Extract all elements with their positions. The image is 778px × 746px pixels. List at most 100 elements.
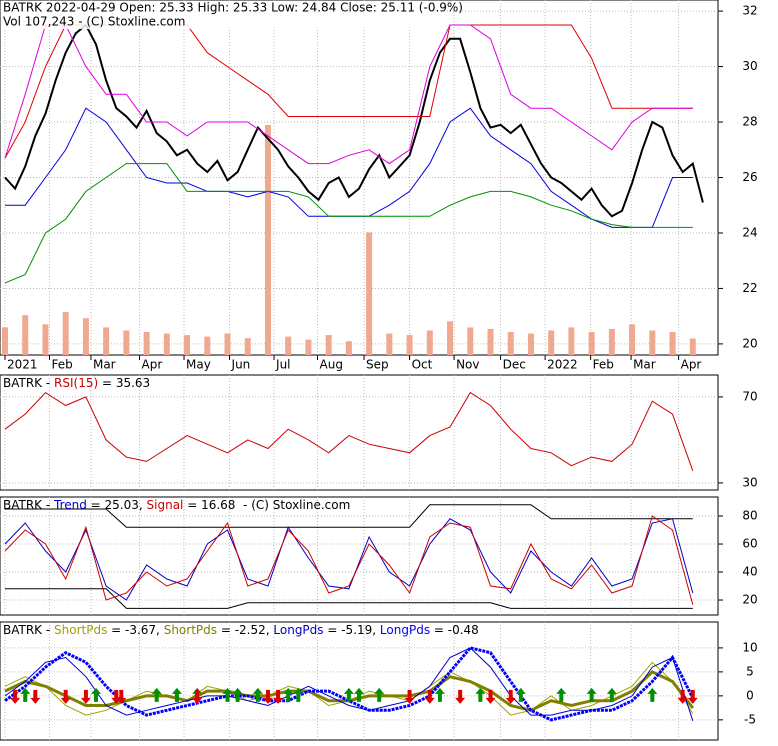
y-tick-label: 5 (746, 664, 754, 678)
y-tick-label: 70 (742, 389, 757, 403)
chart-subtitle: Vol 107,243 - (C) Stoxline.com (3, 15, 185, 29)
buy-arrow (91, 687, 102, 702)
series-line (4, 24, 693, 159)
sell-arrow (80, 689, 91, 704)
title-part: ShortPds (164, 623, 217, 637)
x-tick-label: Sep (366, 358, 389, 372)
sell-arrow (10, 689, 21, 704)
y-tick-label: 80 (742, 509, 757, 523)
x-tick-label: Feb (593, 358, 614, 372)
series-line (5, 588, 693, 609)
volume-bar (264, 125, 271, 355)
buy-arrow (434, 687, 445, 702)
y-tick-label: 20 (742, 593, 757, 607)
volume-bar (649, 330, 656, 355)
volume-bar (224, 333, 231, 355)
buy-arrow (151, 687, 162, 702)
buy-arrow (647, 687, 658, 702)
volume-bar (527, 333, 534, 355)
series-line (4, 391, 694, 471)
volume-bar (467, 327, 474, 355)
x-tick-label: Jun (231, 358, 251, 372)
title-part: LongPds (380, 623, 430, 637)
volume-bar (406, 335, 413, 355)
series-line (4, 515, 694, 605)
series-line (4, 647, 694, 721)
title-part: Trend (53, 498, 87, 512)
y-tick-label: 30 (742, 475, 757, 489)
sell-arrow (505, 689, 516, 704)
title-part: = 25.03, (87, 498, 147, 512)
volume-bar (143, 332, 150, 355)
volume-bar (568, 327, 575, 355)
buy-arrow (354, 687, 364, 702)
x-tick-label: Jul (275, 358, 290, 372)
x-tick-label: Nov (456, 358, 479, 372)
volume-bar (123, 330, 130, 355)
sell-arrow (687, 689, 698, 704)
title-part: = 35.63 (98, 376, 150, 390)
y-tick-label: 0 (746, 688, 754, 702)
buy-arrow (283, 687, 294, 702)
volume-bar (447, 321, 454, 355)
sell-arrow (273, 689, 284, 704)
sell-arrow (60, 689, 71, 704)
title-part: LongPds (273, 623, 323, 637)
y-tick-label: 22 (742, 281, 757, 295)
panel-frame (0, 496, 719, 616)
y-tick-label: 40 (742, 565, 757, 579)
x-tick-label: 2021 (7, 358, 38, 372)
y-tick-label: 60 (742, 537, 757, 551)
panel-title: BATRK - RSI(15) = 35.63 (3, 376, 150, 390)
volume-bar (285, 336, 292, 355)
x-tick-label: Dec (503, 358, 526, 372)
volume-bar (507, 332, 514, 355)
panel-frame (0, 621, 719, 741)
panel-frame (0, 0, 719, 356)
sell-arrow (455, 689, 466, 704)
buy-arrow (222, 687, 233, 702)
volume-bar (386, 333, 393, 355)
title-part: = -5.19, (324, 623, 380, 637)
title-part: BATRK - (3, 498, 54, 512)
volume-bar (629, 324, 636, 355)
sell-arrow (404, 689, 415, 704)
y-tick-label: 32 (742, 4, 757, 18)
buy-arrow (374, 687, 385, 702)
volume-bar (689, 338, 696, 355)
series-line (4, 518, 694, 601)
title-part: ShortPds (54, 623, 107, 637)
series-line (5, 504, 693, 528)
panel-title: BATRK - ShortPds = -3.67, ShortPds = -2.… (3, 623, 479, 637)
buy-arrow (293, 687, 304, 702)
volume-bar (608, 328, 615, 355)
volume-bar (62, 312, 69, 355)
volume-bar (366, 232, 373, 355)
sell-arrow (116, 689, 127, 704)
volume-bar (345, 341, 352, 355)
buy-arrow (586, 687, 597, 702)
sell-arrow (424, 689, 435, 704)
y-tick-label: 26 (742, 170, 757, 184)
buy-arrow (475, 687, 486, 702)
title-part: RSI(15) (54, 376, 98, 390)
volume-bar (42, 324, 49, 355)
x-tick-label: Feb (52, 358, 73, 372)
y-tick-label: -5 (744, 712, 756, 726)
volume-bar (2, 327, 8, 355)
y-tick-label: 28 (742, 115, 757, 129)
title-part: = -0.48 (430, 623, 479, 637)
y-tick-label: 10 (742, 640, 757, 654)
volume-bar (204, 336, 211, 355)
y-tick-label: 30 (742, 59, 757, 73)
buy-arrow (20, 687, 31, 702)
volume-bar (22, 315, 29, 355)
x-tick-label: May (186, 358, 211, 372)
x-tick-label: Aug (320, 358, 343, 372)
title-bg (1, 1, 441, 29)
y-tick-label: 24 (742, 225, 757, 239)
title-part: BATRK - (3, 623, 54, 637)
buy-arrow (606, 687, 617, 702)
sell-arrow (262, 689, 273, 704)
